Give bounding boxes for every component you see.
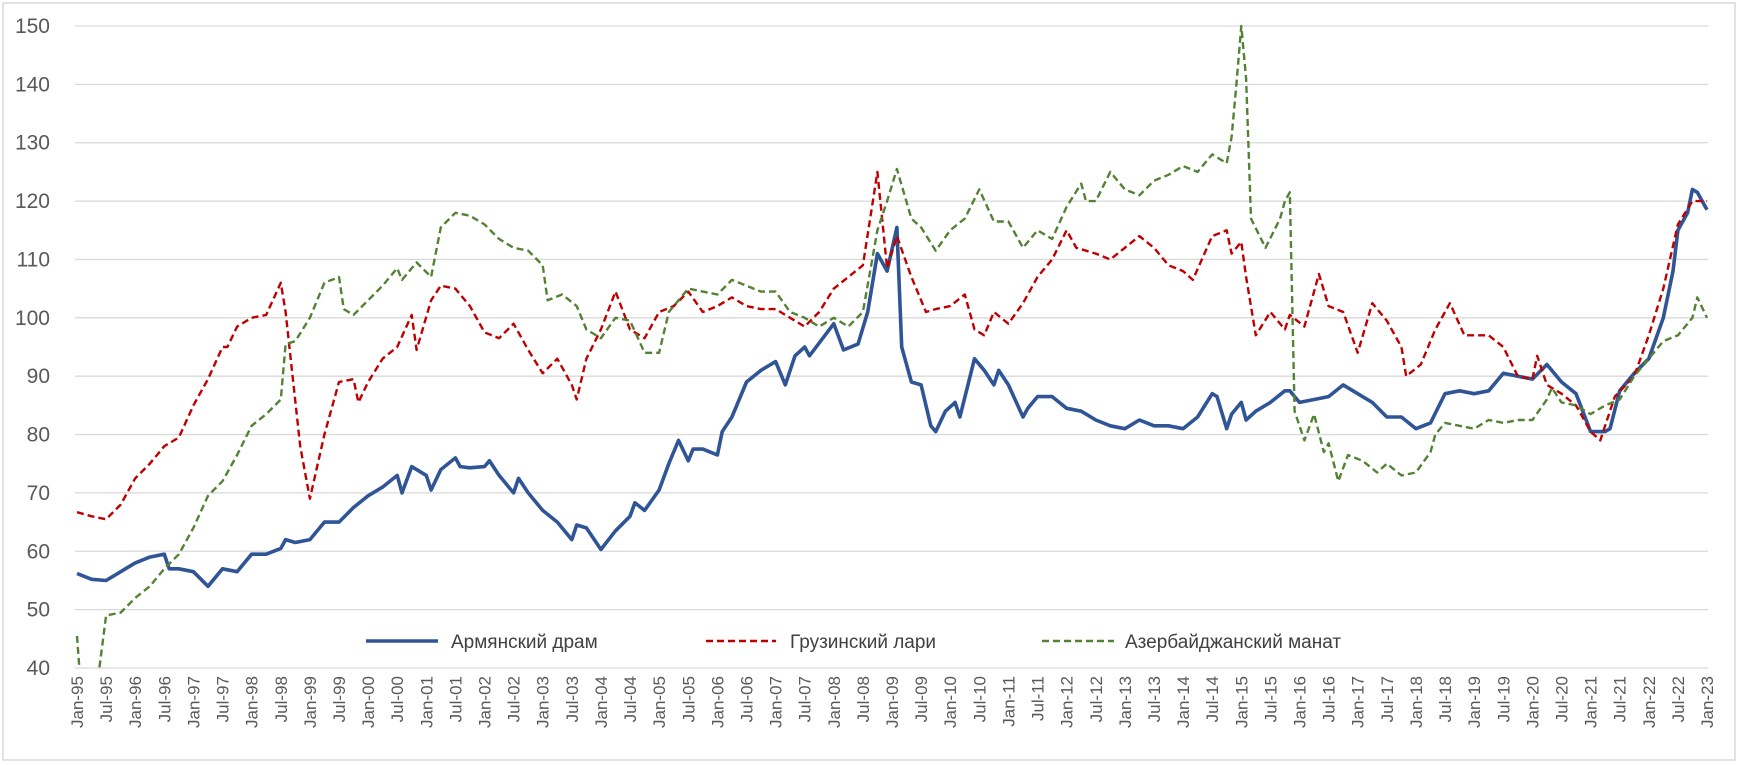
x-tick-label: Jan-20 <box>1523 676 1542 728</box>
y-tick-label: 150 <box>15 15 50 38</box>
series-line-2 <box>75 24 1709 668</box>
x-tick-label: Jan-04 <box>592 676 611 728</box>
x-tick-label: Jan-07 <box>767 676 786 728</box>
x-tick-label: Jul-11 <box>1029 676 1048 721</box>
y-tick-label: 60 <box>27 540 50 563</box>
x-tick-label: Jul-08 <box>854 676 873 722</box>
y-tick-label: 90 <box>27 365 50 388</box>
x-tick-label: Jul-20 <box>1552 676 1571 722</box>
y-tick-label: 50 <box>27 599 50 622</box>
x-tick-label: Jan-22 <box>1640 676 1659 728</box>
x-tick-label: Jul-01 <box>446 676 465 722</box>
series-line-0 <box>76 187 1709 589</box>
y-axis: 40 50 60 70 80 90 100 110 120 130 140 150 <box>15 15 50 680</box>
y-tick-label: 110 <box>17 248 50 271</box>
x-tick-label: Jul-18 <box>1436 676 1455 722</box>
x-tick-label: Jan-18 <box>1407 676 1426 728</box>
x-tick-label: Jan-98 <box>243 676 262 728</box>
x-tick-label: Jan-96 <box>126 676 145 728</box>
x-tick-label: Jul-97 <box>214 676 233 722</box>
x-tick-label: Jul-96 <box>155 676 174 722</box>
x-tick-label: Jan-19 <box>1465 676 1484 728</box>
x-tick-label: Jul-05 <box>679 676 698 722</box>
x-tick-label: Jul-95 <box>97 676 116 722</box>
x-tick-label: Jan-10 <box>941 676 960 728</box>
x-tick-label: Jul-14 <box>1203 676 1222 722</box>
x-tick-label: Jul-21 <box>1611 676 1630 722</box>
x-tick-label: Jul-12 <box>1087 676 1106 722</box>
x-tick-label: Jan-95 <box>68 676 87 728</box>
legend-label-1: Грузинский лари <box>790 632 936 653</box>
y-tick-label: 100 <box>15 307 50 330</box>
x-tick-label: Jul-13 <box>1145 676 1164 722</box>
x-tick-label: Jan-06 <box>708 676 727 728</box>
legend-label-2: Азербайджанский манат <box>1125 632 1341 653</box>
x-tick-label: Jan-99 <box>301 676 320 728</box>
x-tick-label: Jan-03 <box>534 676 553 728</box>
x-tick-label: Jan-97 <box>184 676 203 728</box>
x-axis: Jan-95 Jul-95 Jan-96 Jul-96 Jan-97 Jul-97 Jan-… <box>68 676 1717 728</box>
x-tick-label: Jul-06 <box>737 676 756 722</box>
x-tick-label: Jan-02 <box>476 676 495 728</box>
x-tick-label: Jul-22 <box>1669 676 1688 722</box>
x-tick-label: Jan-01 <box>417 676 436 728</box>
x-tick-label: Jul-99 <box>330 676 349 722</box>
legend-label-0: Армянский драм <box>451 632 598 653</box>
y-tick-label: 70 <box>27 482 50 505</box>
y-tick-label: 120 <box>15 190 50 213</box>
gridlines <box>75 25 1708 669</box>
x-tick-label: Jan-21 <box>1582 676 1601 728</box>
x-tick-label: Jan-12 <box>1058 676 1077 728</box>
x-tick-label: Jan-23 <box>1698 676 1717 728</box>
x-tick-label: Jul-09 <box>912 676 931 722</box>
x-tick-label: Jan-17 <box>1349 676 1368 728</box>
x-tick-label: Jan-16 <box>1291 676 1310 728</box>
y-tick-label: 130 <box>15 132 50 155</box>
x-tick-label: Jul-02 <box>505 676 524 722</box>
x-tick-label: Jul-98 <box>272 676 291 722</box>
x-tick-label: Jul-16 <box>1320 676 1339 722</box>
x-tick-label: Jul-07 <box>796 676 815 722</box>
x-tick-label: Jan-09 <box>883 676 902 728</box>
x-tick-label: Jan-00 <box>359 676 378 728</box>
y-tick-label: 140 <box>15 73 50 96</box>
x-tick-label: Jul-10 <box>970 676 989 722</box>
x-tick-label: Jul-03 <box>563 676 582 722</box>
x-tick-label: Jan-14 <box>1174 676 1193 728</box>
x-tick-label: Jan-11 <box>999 676 1018 727</box>
x-tick-label: Jul-17 <box>1378 676 1397 722</box>
x-tick-label: Jan-05 <box>650 676 669 728</box>
x-tick-label: Jan-08 <box>825 676 844 728</box>
series-lines <box>75 24 1709 668</box>
x-tick-label: Jul-00 <box>388 676 407 722</box>
series-line-1 <box>76 170 1707 521</box>
x-tick-label: Jul-15 <box>1261 676 1280 722</box>
x-tick-label: Jul-04 <box>621 676 640 722</box>
y-tick-label: 80 <box>27 424 50 447</box>
x-tick-label: Jul-19 <box>1494 676 1513 722</box>
y-tick-label: 40 <box>27 657 50 680</box>
x-tick-label: Jan-15 <box>1232 676 1251 728</box>
x-tick-label: Jan-13 <box>1116 676 1135 728</box>
legend: Армянский драм Грузинский лари Азербайджан… <box>366 632 1341 653</box>
